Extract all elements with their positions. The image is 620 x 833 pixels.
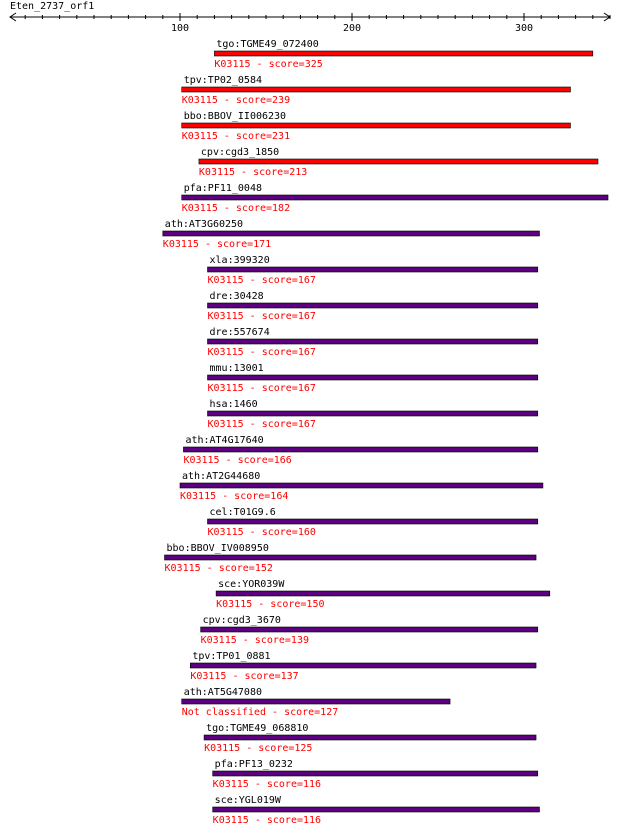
alignment-bar[interactable] <box>207 266 539 273</box>
hit-score: K03115 - score=152 <box>165 563 273 574</box>
hit-score: K03115 - score=167 <box>208 347 316 358</box>
alignment-bar[interactable] <box>212 806 540 813</box>
hit-name[interactable]: pfa:PF11_0048 <box>184 183 262 194</box>
hit-row[interactable]: bbo:BBOV_II006230 K03115 - score=231 <box>181 111 571 142</box>
hit-score: K03115 - score=160 <box>208 527 316 538</box>
hit-score: K03115 - score=137 <box>190 671 298 682</box>
hit-name[interactable]: tgo:TGME49_068810 <box>206 723 308 734</box>
hit-score: K03115 - score=325 <box>214 59 322 70</box>
hit-row[interactable]: cel:T01G9.6 K03115 - score=160 <box>207 507 539 538</box>
alignment-bar[interactable] <box>207 302 539 309</box>
hit-score: K03115 - score=116 <box>213 815 321 826</box>
ruler-left-arrow <box>9 12 17 22</box>
hit-score: K03115 - score=167 <box>208 311 316 322</box>
hit-name[interactable]: ath:AT4G17640 <box>185 435 263 446</box>
hit-row[interactable]: dre:30428 K03115 - score=167 <box>207 291 539 322</box>
tick-label-200: 200 <box>343 23 361 34</box>
hit-name[interactable]: xla:399320 <box>210 255 270 266</box>
hit-row[interactable]: cpv:cgd3_1850 K03115 - score=213 <box>198 147 599 178</box>
hit-score: K03115 - score=166 <box>183 455 291 466</box>
hit-list: tgo:TGME49_072400 K03115 - score=325 tpv:T… <box>162 39 609 826</box>
hit-score: K03115 - score=231 <box>182 131 290 142</box>
hit-name[interactable]: hsa:1460 <box>210 399 258 410</box>
hit-name[interactable]: bbo:BBOV_IV008950 <box>167 543 269 554</box>
hit-score: K03115 - score=171 <box>163 239 271 250</box>
hit-name[interactable]: sce:YOR039W <box>218 579 285 590</box>
hit-row[interactable]: sce:YGL019W K03115 - score=116 <box>212 795 540 826</box>
alignment-bar[interactable] <box>207 410 539 417</box>
hit-row[interactable]: tpv:TP01_0881 K03115 - score=137 <box>190 651 537 682</box>
alignment-bar[interactable] <box>207 338 539 345</box>
alignment-bar[interactable] <box>207 518 539 525</box>
hit-score: K03115 - score=150 <box>216 599 324 610</box>
hit-score: K03115 - score=116 <box>213 779 321 790</box>
hit-name[interactable]: tpv:TP01_0881 <box>192 651 270 662</box>
hit-row[interactable]: bbo:BBOV_IV008950 K03115 - score=152 <box>164 543 537 574</box>
alignment-bar[interactable] <box>215 590 551 597</box>
hit-name[interactable]: sce:YGL019W <box>215 795 282 806</box>
hit-row[interactable]: pfa:PF13_0232 K03115 - score=116 <box>212 759 539 790</box>
alignment-bar[interactable] <box>183 446 539 453</box>
hit-score: K03115 - score=139 <box>201 635 309 646</box>
hit-name[interactable]: tgo:TGME49_072400 <box>216 39 318 50</box>
alignment-bar[interactable] <box>181 86 571 93</box>
hit-name[interactable]: ath:AT2G44680 <box>182 471 260 482</box>
alignment-bar[interactable] <box>203 734 537 741</box>
tick-label-100: 100 <box>171 23 189 34</box>
hit-score: K03115 - score=167 <box>208 275 316 286</box>
alignment-bar[interactable] <box>179 482 544 489</box>
hit-row[interactable]: hsa:1460 K03115 - score=167 <box>207 399 539 430</box>
query-title: Eten_2737_orf1 <box>10 1 94 12</box>
alignment-bar[interactable] <box>212 770 539 777</box>
alignment-bar[interactable] <box>181 122 571 129</box>
minor-ticks <box>24 15 611 19</box>
alignment-bar[interactable] <box>181 698 451 705</box>
hit-row[interactable]: tpv:TP02_0584 K03115 - score=239 <box>181 75 571 106</box>
hit-name[interactable]: dre:557674 <box>210 327 270 338</box>
hit-score: Not classified - score=127 <box>182 707 339 718</box>
hit-row[interactable]: sce:YOR039W K03115 - score=150 <box>215 579 551 610</box>
hit-row[interactable]: ath:AT2G44680 K03115 - score=164 <box>179 471 544 502</box>
hit-row[interactable]: mmu:13001 K03115 - score=167 <box>207 363 539 394</box>
hit-name[interactable]: tpv:TP02_0584 <box>184 75 262 86</box>
hit-score: K03115 - score=125 <box>204 743 312 754</box>
alignment-bar[interactable] <box>190 662 537 669</box>
hit-score: K03115 - score=164 <box>180 491 288 502</box>
hit-row[interactable]: pfa:PF11_0048 K03115 - score=182 <box>181 183 609 214</box>
hit-row[interactable]: tgo:TGME49_072400 K03115 - score=325 <box>214 39 594 70</box>
hit-name[interactable]: ath:AT3G60250 <box>165 219 243 230</box>
hit-score: K03115 - score=239 <box>182 95 290 106</box>
alignment-bar[interactable] <box>207 374 539 381</box>
hit-score: K03115 - score=182 <box>182 203 290 214</box>
hit-name[interactable]: cel:T01G9.6 <box>210 507 276 518</box>
hit-row[interactable]: ath:AT5G47080 Not classified - score=127 <box>181 687 451 718</box>
alignment-bar[interactable] <box>214 50 594 57</box>
alignment-bar[interactable] <box>200 626 539 633</box>
hit-name[interactable]: pfa:PF13_0232 <box>215 759 293 770</box>
hit-row[interactable]: xla:399320 K03115 - score=167 <box>207 255 539 286</box>
hit-score: K03115 - score=213 <box>199 167 307 178</box>
hit-row[interactable]: cpv:cgd3_3670 K03115 - score=139 <box>200 615 539 646</box>
alignment-bar[interactable] <box>181 194 609 201</box>
hit-row[interactable]: ath:AT4G17640 K03115 - score=166 <box>183 435 539 466</box>
hit-name[interactable]: ath:AT5G47080 <box>184 687 262 698</box>
alignment-bar[interactable] <box>162 230 540 237</box>
hit-name[interactable]: dre:30428 <box>210 291 264 302</box>
hit-row[interactable]: ath:AT3G60250 K03115 - score=171 <box>162 219 540 250</box>
alignment-bar[interactable] <box>164 554 537 561</box>
alignment-bar[interactable] <box>198 158 599 165</box>
tick-label-300: 300 <box>515 23 533 34</box>
hit-score: K03115 - score=167 <box>208 419 316 430</box>
hit-row[interactable]: dre:557674 K03115 - score=167 <box>207 327 539 358</box>
hit-name[interactable]: bbo:BBOV_II006230 <box>184 111 286 122</box>
position-ruler: 100 200 300 <box>9 12 611 34</box>
hit-name[interactable]: cpv:cgd3_3670 <box>203 615 281 626</box>
hit-row[interactable]: tgo:TGME49_068810 K03115 - score=125 <box>203 723 537 754</box>
hit-name[interactable]: mmu:13001 <box>210 363 264 374</box>
hit-score: K03115 - score=167 <box>208 383 316 394</box>
hit-name[interactable]: cpv:cgd3_1850 <box>201 147 279 158</box>
